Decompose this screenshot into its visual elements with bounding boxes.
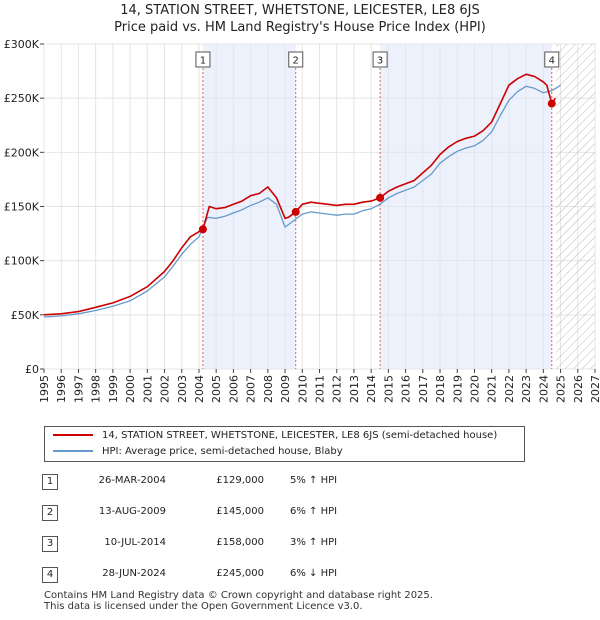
row-price: £158,000 [216, 537, 264, 548]
x-tick-label: 2012 [331, 375, 344, 403]
y-tick-label: £150K [4, 201, 40, 214]
transaction-badge [288, 51, 304, 68]
legend-item-hpi: HPI: Average price, semi-detached house,… [53, 446, 343, 457]
legend-label-property: 14, STATION STREET, WHETSTONE, LEICESTER… [102, 430, 498, 441]
x-tick-label: 2002 [159, 375, 172, 403]
legend-label-hpi: HPI: Average price, semi-detached house,… [102, 446, 343, 457]
x-tick-label: 2027 [589, 375, 600, 403]
row-price: £129,000 [216, 475, 264, 486]
row-number-badge: 3 [42, 536, 58, 552]
y-tick-label: £300K [4, 38, 40, 51]
y-tick-label: £100K [4, 255, 40, 268]
row-hpi-change: 6% ↓ HPI [290, 568, 338, 579]
transaction-markers: 1 2 3 4 [195, 51, 560, 369]
x-tick-label: 1995 [38, 375, 51, 403]
transaction-badge [544, 51, 560, 68]
row-price: £245,000 [216, 568, 264, 579]
x-tick-label: 2000 [124, 375, 137, 403]
x-tick-label: 2025 [555, 375, 568, 403]
x-tick-label: 2010 [296, 375, 309, 403]
x-tick-label: 2019 [451, 375, 464, 403]
chart-title: 14, STATION STREET, WHETSTONE, LEICESTER… [120, 3, 480, 18]
transaction-badge-label: 2 [293, 56, 299, 67]
property-price-line [43, 73, 557, 316]
shaded-period [380, 44, 552, 369]
price-chart: 1 2 3 4 £0 £50K £100K £150K £200K £250K £300K 1995… [4, 38, 600, 403]
y-tick-label: £50K [11, 309, 40, 322]
x-tick-label: 2004 [193, 375, 206, 403]
footer: Contains HM Land Registry data © Crown c… [44, 590, 433, 612]
x-tick-label: 2014 [365, 375, 378, 403]
x-tick-label: 1999 [107, 375, 120, 403]
x-tick-label: 2015 [382, 375, 395, 403]
row-number-badge: 1 [42, 474, 58, 490]
y-tick-label: £0 [25, 363, 39, 376]
x-tick-label: 2003 [176, 375, 189, 403]
transaction-badge-label: 4 [549, 56, 555, 67]
x-tick-label: 2016 [400, 375, 413, 403]
row-price: £145,000 [216, 506, 264, 517]
row-number-badge: 2 [42, 505, 58, 521]
shade-layer [202, 44, 595, 369]
row-date: 10-JUL-2014 [104, 537, 166, 548]
row-hpi-change: 5% ↑ HPI [290, 475, 338, 486]
legend-item-property: 14, STATION STREET, WHETSTONE, LEICESTER… [53, 430, 497, 441]
x-tick-label: 2024 [537, 375, 550, 403]
y-tick-label: £250K [4, 92, 40, 105]
legend: 14, STATION STREET, WHETSTONE, LEICESTER… [44, 426, 525, 462]
x-tick-label: 2022 [503, 375, 516, 403]
footer-copyright: Contains HM Land Registry data © Crown c… [44, 590, 433, 601]
hpi-line [43, 84, 561, 318]
y-tick-label: £200K [4, 146, 40, 159]
x-tick-label: 2006 [227, 375, 240, 403]
x-tick-label: 2007 [245, 375, 258, 403]
transaction-point [547, 99, 556, 108]
transaction-point [376, 193, 385, 202]
x-tick-label: 2009 [279, 375, 292, 403]
x-tick-label: 2005 [210, 375, 223, 403]
x-tick-label: 2017 [417, 375, 430, 403]
x-tick-label: 2008 [262, 375, 275, 403]
row-date: 28-JUN-2024 [102, 568, 166, 579]
series-layer [43, 73, 561, 318]
row-hpi-change: 3% ↑ HPI [290, 537, 338, 548]
x-tick-label: 2013 [348, 375, 361, 403]
chart-title-block: 14, STATION STREET, WHETSTONE, LEICESTER… [0, 2, 600, 36]
transaction-point [291, 207, 300, 216]
chart-subtitle: Price paid vs. HM Land Registry's House … [114, 20, 486, 35]
transaction-badge-label: 3 [377, 56, 383, 67]
transaction-badge [195, 51, 211, 68]
legend-swatch-property [53, 434, 93, 436]
legend-swatch-hpi [53, 450, 93, 452]
row-number-badge: 4 [42, 567, 58, 583]
transaction-badge-label: 1 [200, 56, 206, 67]
x-tick-label: 2023 [520, 375, 533, 403]
forecast-hatch [556, 44, 595, 369]
transaction-point [198, 225, 207, 234]
x-tick-label: 2020 [468, 375, 481, 403]
x-tick-label: 2011 [314, 375, 327, 403]
row-date: 26-MAR-2004 [98, 475, 166, 486]
x-tick-label: 2001 [141, 375, 154, 403]
x-tick-label: 1998 [90, 375, 103, 403]
x-tick-label: 1997 [72, 375, 85, 403]
x-tick-label: 1996 [55, 375, 68, 403]
row-hpi-change: 6% ↑ HPI [290, 506, 338, 517]
x-tick-label: 2018 [434, 375, 447, 403]
x-tick-label: 2026 [572, 375, 585, 403]
transaction-badge [372, 51, 388, 68]
row-date: 13-AUG-2009 [98, 506, 166, 517]
footer-licence: This data is licensed under the Open Gov… [44, 601, 363, 612]
x-tick-label: 2021 [486, 375, 499, 403]
